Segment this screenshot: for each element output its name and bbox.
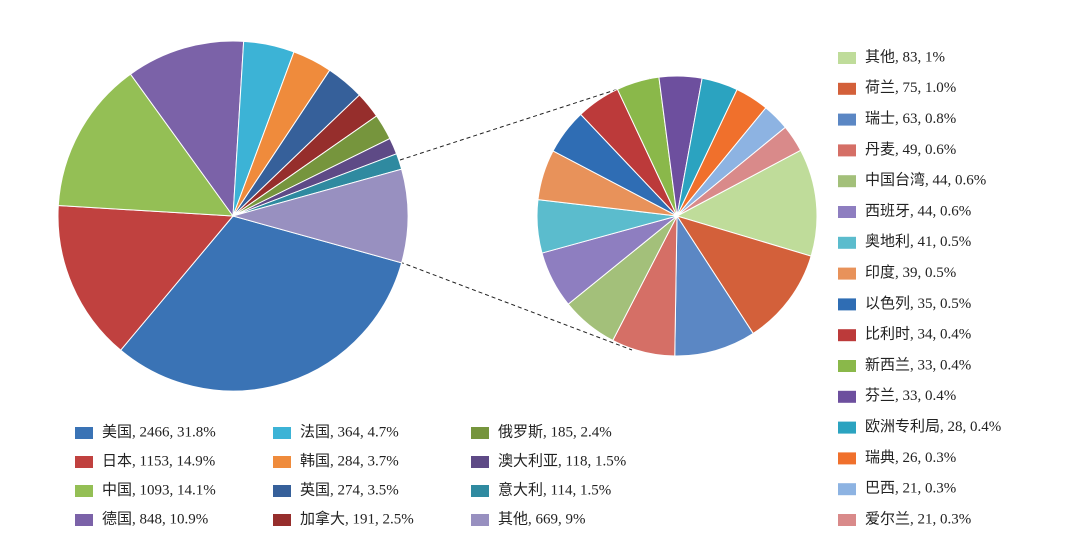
legend-swatch	[838, 298, 856, 311]
legend-label: 美国, 2466, 31.8%	[102, 423, 216, 440]
legend-label: 法国, 364, 4.7%	[300, 423, 399, 440]
pie-slice	[119, 215, 403, 392]
legend-swatch	[273, 456, 291, 468]
legend-label: 瑞典, 26, 0.3%	[865, 449, 956, 466]
connector	[399, 77, 653, 161]
legend-swatch	[838, 390, 856, 403]
legend-swatch	[273, 485, 291, 497]
legend-label: 其他, 83, 1%	[865, 48, 945, 65]
legend-label: 日本, 1153, 14.9%	[102, 452, 215, 469]
legend-label: 英国, 274, 3.5%	[300, 480, 399, 498]
legend-label: 芬兰, 33, 0.4%	[865, 387, 956, 404]
connector	[399, 261, 633, 351]
legend-swatch	[273, 514, 291, 526]
pie-slice	[57, 73, 235, 217]
legend-swatch	[471, 427, 489, 439]
legend-label: 意大利, 114, 1.5%	[498, 480, 611, 498]
legend-label: 俄罗斯, 185, 2.4%	[498, 423, 612, 440]
legend-label: 中国台湾, 44, 0.6%	[865, 172, 986, 189]
legend-swatch	[75, 514, 93, 526]
legend-label: 巴西, 21, 0.3%	[865, 481, 956, 497]
legend-swatch	[273, 427, 291, 439]
legend-label: 荷兰, 75, 1.0%	[865, 79, 956, 96]
legend-swatch	[838, 144, 856, 157]
legend-label: 奥地利, 41, 0.5%	[865, 233, 971, 250]
legend-swatch	[75, 456, 93, 468]
legend-label: 新西兰, 33, 0.4%	[865, 356, 971, 373]
legend-swatch	[838, 82, 856, 95]
legend-swatch	[838, 175, 856, 188]
legend-swatch	[838, 206, 856, 218]
legend-label: 瑞士, 63, 0.8%	[865, 110, 956, 127]
pie-slice	[674, 214, 754, 357]
legend-label: 德国, 848, 10.9%	[102, 509, 208, 527]
legend-label: 其他, 669, 9%	[498, 510, 586, 527]
pie-slice	[675, 215, 812, 335]
legend-label: 丹麦, 49, 0.6%	[865, 141, 956, 158]
legend-swatch	[838, 236, 856, 249]
legend-label: 欧洲专利局, 28, 0.4%	[865, 418, 1001, 435]
legend-swatch	[838, 267, 856, 280]
legend-label: 比利时, 34, 0.4%	[865, 326, 971, 343]
legend-swatch	[471, 485, 489, 497]
legend-swatch	[838, 483, 856, 496]
legend-swatch	[471, 456, 489, 468]
legend-label: 西班牙, 44, 0.6%	[865, 202, 971, 219]
legend-label: 中国, 1093, 14.1%	[102, 481, 216, 498]
legend-swatch	[838, 514, 856, 526]
legend-swatch	[838, 113, 856, 126]
legend-swatch	[838, 360, 856, 372]
legend-swatch	[838, 52, 856, 64]
legend-swatch	[838, 421, 856, 434]
pie-slice	[231, 168, 409, 264]
legend-swatch	[838, 329, 856, 342]
legend-label: 韩国, 284, 3.7%	[300, 452, 399, 469]
legend-swatch	[838, 452, 856, 465]
pie-slice	[129, 40, 245, 218]
pie-slice	[57, 204, 235, 351]
legend-label: 澳大利亚, 118, 1.5%	[498, 452, 626, 469]
pie-slice	[676, 126, 802, 217]
legend-label: 以色列, 35, 0.5%	[865, 295, 971, 312]
legend-label: 印度, 39, 0.5%	[865, 264, 956, 281]
pie-slice	[675, 149, 818, 257]
legend-label: 加拿大, 191, 2.5%	[300, 509, 414, 527]
legend-swatch	[75, 485, 93, 497]
legend-swatch	[75, 427, 93, 439]
legend-swatch	[471, 514, 489, 526]
legend-label: 爱尔兰, 21, 0.3%	[865, 510, 971, 527]
